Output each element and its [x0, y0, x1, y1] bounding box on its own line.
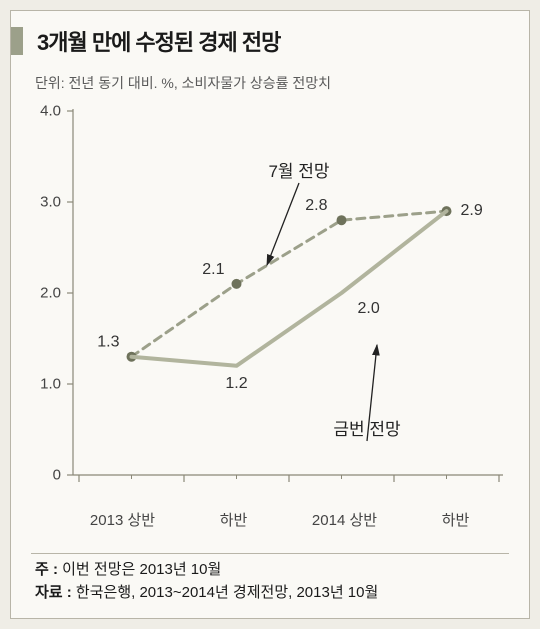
y-tick-label: 4.0 [40, 103, 61, 120]
x-tick-label: 하반 [178, 509, 289, 530]
footer-divider [31, 553, 509, 554]
svg-text:7월 전망: 7월 전망 [268, 162, 329, 181]
source-key: 자료 : [35, 584, 72, 601]
svg-text:2.9: 2.9 [461, 202, 483, 219]
note-key: 주 : [35, 561, 58, 578]
chart-svg: 1.32.12.81.22.02.97월 전망금번 전망 [67, 105, 511, 505]
chart-footer: 주 : 이번 전망은 2013년 10월 자료 : 한국은행, 2013~201… [35, 558, 509, 605]
chart-area: 4.03.02.01.00 1.32.12.81.22.02.97월 전망금번 … [35, 105, 509, 533]
svg-text:2.1: 2.1 [202, 261, 224, 278]
chart-card: 3개월 만에 수정된 경제 전망 단위: 전년 동기 대비. %, 소비자물가 … [10, 10, 530, 619]
y-tick-label: 0 [53, 467, 61, 484]
footer-source: 자료 : 한국은행, 2013~2014년 경제전망, 2013년 10월 [35, 581, 509, 604]
svg-text:2.0: 2.0 [358, 300, 380, 317]
svg-text:1.2: 1.2 [225, 375, 247, 392]
note-value: 이번 전망은 2013년 10월 [58, 561, 221, 578]
source-value: 한국은행, 2013~2014년 경제전망, 2013년 10월 [72, 584, 379, 601]
title-accent [11, 27, 23, 55]
svg-text:1.3: 1.3 [97, 334, 119, 351]
title-bar: 3개월 만에 수정된 경제 전망 [11, 11, 529, 63]
x-tick-label: 2014 상반 [289, 509, 400, 530]
y-tick-label: 1.0 [40, 376, 61, 393]
footer-note: 주 : 이번 전망은 2013년 10월 [35, 558, 509, 581]
y-axis-labels: 4.0 3.0 2.0 1.0 0 [35, 105, 65, 505]
y-tick-label: 2.0 [40, 285, 61, 302]
y-tick-label: 3.0 [40, 194, 61, 211]
x-tick-label: 2013 상반 [67, 509, 178, 530]
chart-title: 3개월 만에 수정된 경제 전망 [37, 25, 280, 57]
chart-subtitle: 단위: 전년 동기 대비. %, 소비자물가 상승률 전망치 [11, 63, 529, 97]
svg-text:2.8: 2.8 [305, 197, 327, 214]
x-axis-labels: 2013 상반하반2014 상반하반 [67, 509, 511, 530]
x-tick-label: 하반 [400, 509, 511, 530]
